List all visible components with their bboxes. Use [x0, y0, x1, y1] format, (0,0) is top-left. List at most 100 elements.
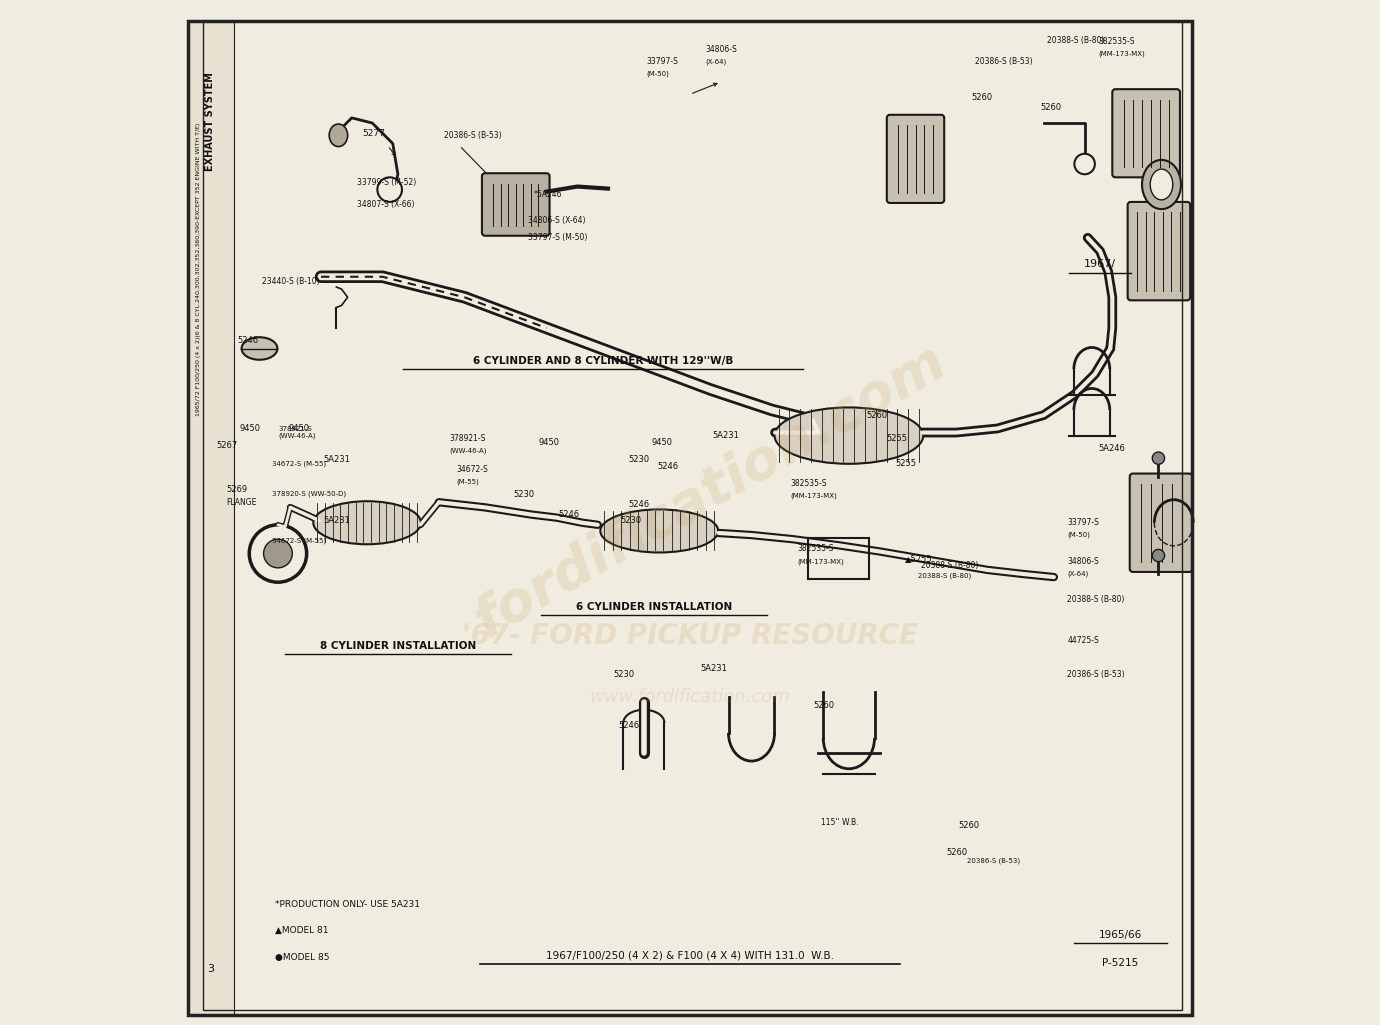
Text: 5230: 5230 — [620, 517, 642, 525]
Text: 378921-S: 378921-S — [448, 435, 486, 443]
Text: (MM-173-MX): (MM-173-MX) — [798, 559, 845, 565]
Text: 34807-S (X-66): 34807-S (X-66) — [357, 201, 414, 209]
Text: 1967/: 1967/ — [1085, 259, 1116, 270]
Text: 5230: 5230 — [628, 455, 650, 463]
Circle shape — [1152, 549, 1165, 562]
Ellipse shape — [774, 407, 923, 463]
FancyBboxPatch shape — [482, 173, 549, 236]
Text: (X-64): (X-64) — [705, 58, 727, 65]
Text: 20388-S (B-80): 20388-S (B-80) — [1067, 596, 1125, 604]
Text: 33799-S (M-52): 33799-S (M-52) — [357, 178, 417, 187]
Text: 34672-S: 34672-S — [457, 465, 489, 474]
Bar — [188, 20, 233, 1015]
Text: 5260: 5260 — [1041, 104, 1061, 112]
Text: 20388-S (B-80): 20388-S (B-80) — [920, 562, 978, 570]
Circle shape — [1152, 452, 1165, 464]
Text: 382535-S: 382535-S — [798, 544, 834, 552]
Text: 5246: 5246 — [618, 722, 639, 730]
Text: 5246: 5246 — [237, 336, 258, 344]
Text: 5A231: 5A231 — [323, 455, 351, 463]
FancyBboxPatch shape — [887, 115, 944, 203]
Text: (MM-173-MX): (MM-173-MX) — [1098, 50, 1144, 56]
Text: 44725-S: 44725-S — [1067, 637, 1098, 645]
Text: 382535-S: 382535-S — [791, 480, 827, 488]
Text: 34806-S: 34806-S — [705, 45, 737, 53]
Text: 5230: 5230 — [613, 670, 635, 679]
Text: ▲MODEL 81: ▲MODEL 81 — [275, 927, 328, 935]
Text: *5A246: *5A246 — [534, 191, 563, 199]
Text: 34806-S: 34806-S — [1067, 558, 1098, 566]
Text: 9450: 9450 — [288, 424, 309, 433]
FancyBboxPatch shape — [1112, 89, 1180, 177]
Ellipse shape — [600, 509, 718, 552]
Text: 34806-S (X-64): 34806-S (X-64) — [529, 216, 585, 224]
Circle shape — [250, 525, 306, 582]
Text: 5A231: 5A231 — [712, 432, 740, 440]
Text: 34672-S (M-55): 34672-S (M-55) — [272, 460, 326, 466]
Text: 20386-S (B-53): 20386-S (B-53) — [974, 57, 1032, 66]
Text: EXHAUST SYSTEM: EXHAUST SYSTEM — [206, 72, 215, 170]
Text: (WW-46-A): (WW-46-A) — [448, 448, 487, 454]
Ellipse shape — [1143, 160, 1181, 209]
Text: P-5215: P-5215 — [1103, 958, 1138, 969]
Text: *PRODUCTION ONLY- USE 5A231: *PRODUCTION ONLY- USE 5A231 — [275, 900, 420, 908]
Text: 5A231: 5A231 — [700, 664, 727, 672]
Text: 378920-S (WW-50-D): 378920-S (WW-50-D) — [272, 491, 346, 497]
Text: 20386-S (B-53): 20386-S (B-53) — [1067, 670, 1125, 679]
Text: ●MODEL 85: ●MODEL 85 — [275, 953, 330, 961]
Text: (M-55): (M-55) — [457, 479, 479, 485]
Text: 5255: 5255 — [887, 435, 908, 443]
Text: 5260: 5260 — [867, 411, 887, 419]
Text: 5269: 5269 — [226, 486, 248, 494]
Text: 5246: 5246 — [559, 510, 580, 519]
Text: 5255: 5255 — [896, 459, 916, 467]
Text: 5A246: 5A246 — [1098, 445, 1125, 453]
Text: fordification.com: fordification.com — [465, 335, 956, 649]
Text: 5260: 5260 — [959, 821, 980, 829]
Circle shape — [377, 177, 402, 202]
Text: 3: 3 — [207, 964, 214, 974]
Text: 23440-S (B-10): 23440-S (B-10) — [262, 278, 319, 286]
FancyBboxPatch shape — [1127, 202, 1190, 300]
Text: 33797-S (M-50): 33797-S (M-50) — [529, 234, 588, 242]
Text: www.fordification.com: www.fordification.com — [589, 688, 791, 706]
Text: 5260: 5260 — [947, 849, 967, 857]
Text: 34672-S (M-55): 34672-S (M-55) — [272, 538, 326, 544]
Text: 5277: 5277 — [362, 129, 385, 137]
Ellipse shape — [1150, 169, 1173, 200]
FancyBboxPatch shape — [1130, 474, 1192, 572]
Text: 20388-S (B-80): 20388-S (B-80) — [918, 573, 970, 579]
Text: 8 CYLINDER INSTALLATION: 8 CYLINDER INSTALLATION — [320, 641, 476, 651]
Text: (M-50): (M-50) — [646, 71, 669, 77]
Circle shape — [264, 539, 293, 568]
Text: '67- FORD PICKUP RESOURCE: '67- FORD PICKUP RESOURCE — [462, 621, 918, 650]
Text: 20388-S (B-80): 20388-S (B-80) — [1046, 37, 1104, 45]
Text: 9450: 9450 — [651, 439, 672, 447]
Text: (X-64): (X-64) — [1067, 571, 1089, 577]
Text: 5A231: 5A231 — [323, 517, 351, 525]
Text: 9450: 9450 — [538, 439, 559, 447]
Ellipse shape — [313, 501, 421, 544]
Text: 6 CYLINDER INSTALLATION: 6 CYLINDER INSTALLATION — [575, 602, 733, 612]
Text: 1965/72 F100/250 (4 x 2)(6 & 8 CYL.240,300,302,352,360,390-EXCEPT 352 ENGINE WIT: 1965/72 F100/250 (4 x 2)(6 & 8 CYL.240,3… — [196, 123, 200, 416]
Text: 33797-S: 33797-S — [646, 57, 678, 66]
Text: 1965/66: 1965/66 — [1098, 930, 1143, 940]
Text: 5267: 5267 — [217, 442, 237, 450]
Text: 5246: 5246 — [657, 462, 679, 470]
Text: 20386-S (B-53): 20386-S (B-53) — [444, 131, 501, 139]
Text: ▲5255: ▲5255 — [905, 555, 933, 563]
Text: 6 CYLINDER AND 8 CYLINDER WITH 129''W/B: 6 CYLINDER AND 8 CYLINDER WITH 129''W/B — [473, 356, 733, 366]
Ellipse shape — [330, 124, 348, 147]
Text: 115'' W.B.: 115'' W.B. — [821, 818, 858, 826]
Text: 378921-S
(WW-46-A): 378921-S (WW-46-A) — [277, 425, 316, 440]
Text: (MM-173-MX): (MM-173-MX) — [791, 493, 838, 499]
Circle shape — [1075, 154, 1094, 174]
Text: FLANGE: FLANGE — [226, 498, 257, 506]
Text: (M-50): (M-50) — [1067, 532, 1090, 538]
Text: 33797-S: 33797-S — [1067, 519, 1098, 527]
Text: 5246: 5246 — [628, 500, 650, 508]
Text: 5230: 5230 — [513, 490, 535, 498]
Text: 9450: 9450 — [239, 424, 259, 433]
Text: 5260: 5260 — [972, 93, 994, 101]
Text: 20386-S (B-53): 20386-S (B-53) — [967, 858, 1020, 864]
